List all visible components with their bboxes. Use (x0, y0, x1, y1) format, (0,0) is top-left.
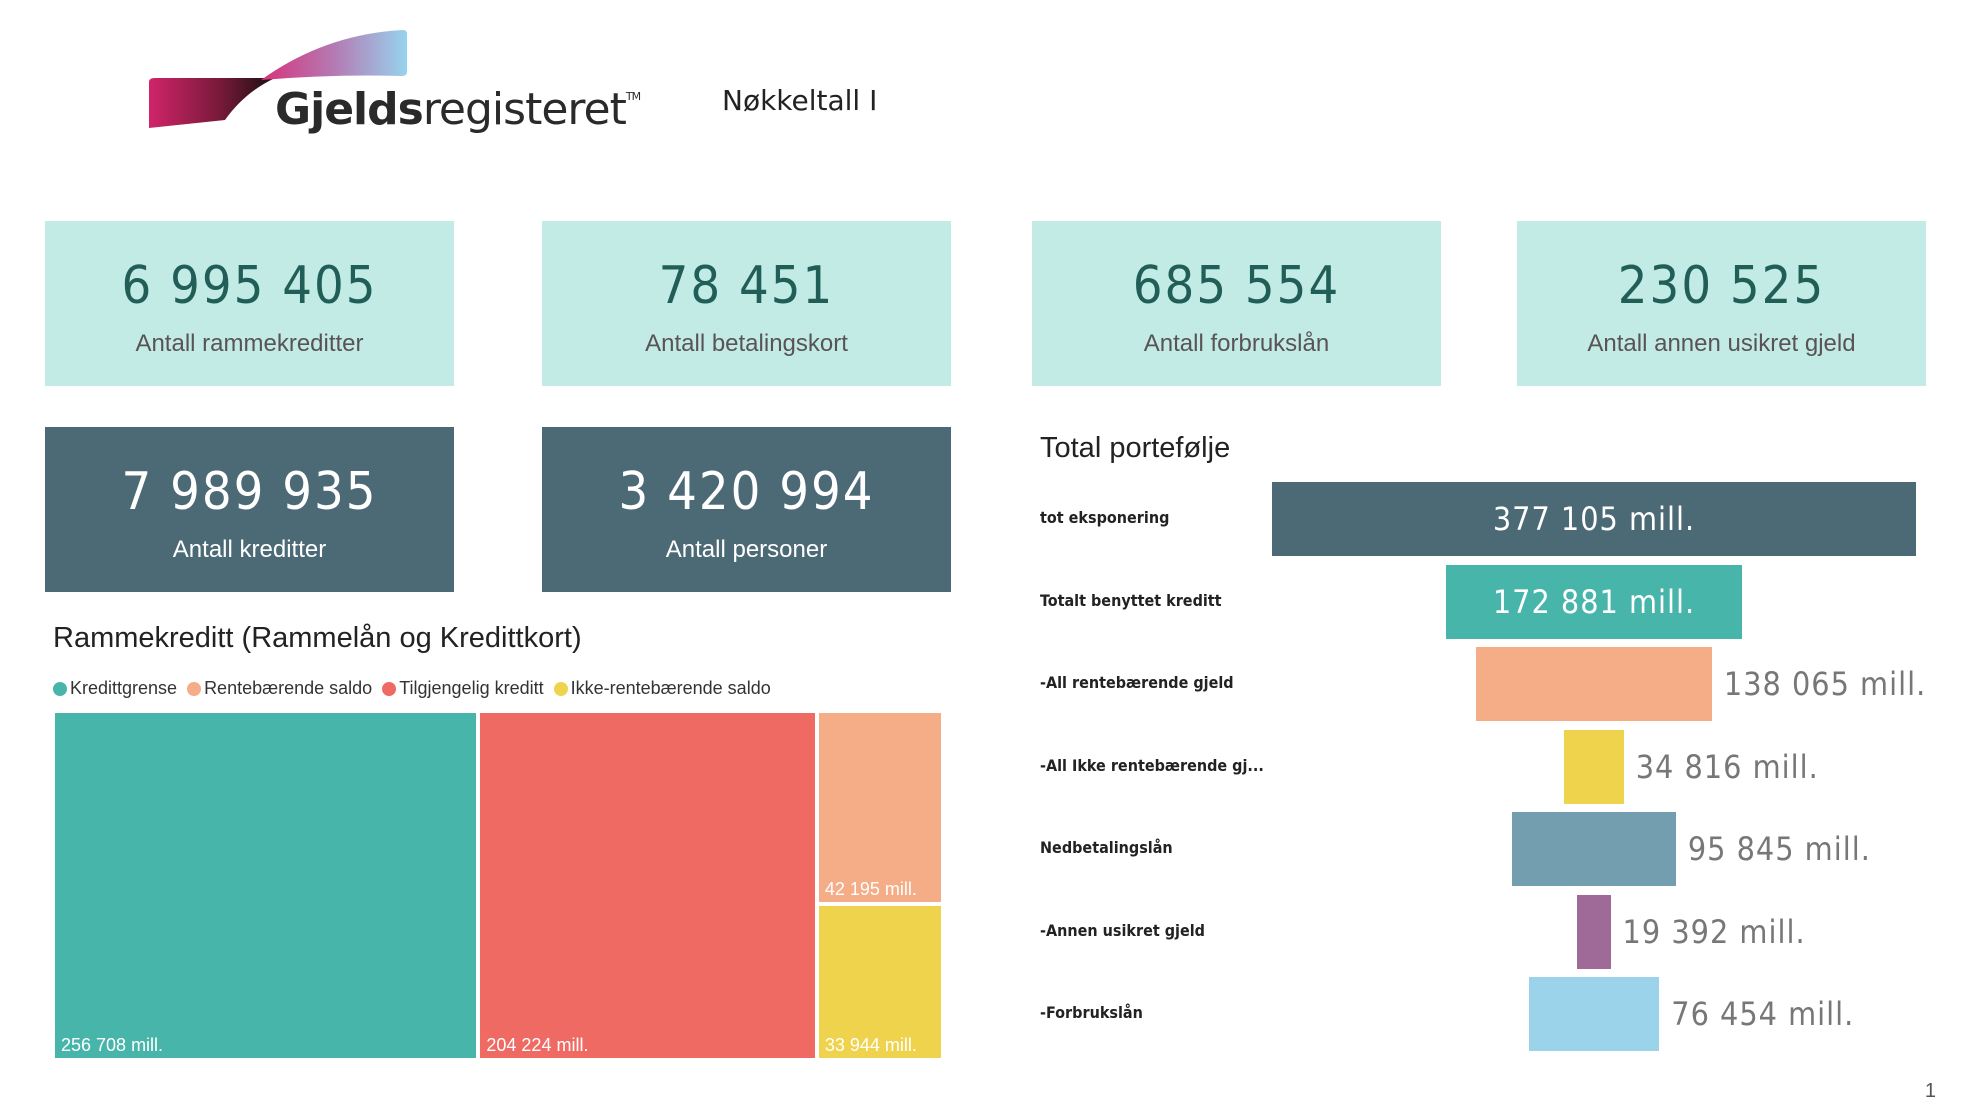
funnel-value-label: 19 392 mill. (1622, 912, 1806, 951)
kpi-card-rammekreditter: 6 995 405 Antall rammekreditter (45, 221, 454, 386)
kpi-value: 230 525 (1617, 255, 1826, 316)
treemap-tile-label: 42 195 mill. (824, 879, 917, 900)
treemap-tile-label: 256 708 mill. (61, 1035, 164, 1055)
funnel-category-label: -All Ikke rentebærende gj... (1040, 755, 1264, 775)
page-number: 1 (1924, 1080, 1936, 1102)
legend-dot-icon (553, 681, 568, 696)
legend-label: Rentebærende saldo (204, 678, 373, 698)
funnel-value-label: 172 881 mill. (1492, 582, 1696, 621)
funnel-bar[interactable] (1272, 482, 1916, 556)
funnel-category-label: -All rentebærende gjeld (1040, 673, 1234, 692)
funnel-category-label: -Annen usikret gjeld (1040, 920, 1205, 940)
funnel-bar[interactable] (1528, 977, 1660, 1051)
kpi-card-betalingskort: 78 451 Antall betalingskort (542, 221, 951, 386)
kpi-label: Antall kreditter (172, 535, 327, 563)
kpi-card-annen-usikret-gjeld: 230 525 Antall annen usikret gjeld (1517, 221, 1926, 386)
funnel-value-label: 377 105 mill. (1492, 500, 1696, 538)
legend-item[interactable]: Kredittgrense (53, 678, 177, 699)
treemap-tile-label: 33 944 mill. (824, 1034, 917, 1055)
funnel-category-label: tot eksponering (1040, 508, 1170, 527)
legend-label: Kredittgrense (70, 678, 178, 698)
treemap-tile-3[interactable]: 42 195 mill. (816, 711, 943, 905)
funnel-bar[interactable] (1446, 564, 1742, 639)
legend-label: Tilgjengelig kreditt (399, 678, 544, 698)
treemap-tile-label: 204 224 mill. (486, 1035, 589, 1055)
logo-wordmark: GjeldsregisteretTM (275, 84, 641, 135)
legend-item[interactable]: Tilgjengelig kreditt (382, 678, 544, 699)
kpi-value: 685 554 (1132, 255, 1341, 316)
funnel-bar[interactable] (1512, 812, 1676, 886)
kpi-label: Antall forbrukslån (1143, 329, 1330, 357)
funnel-bar[interactable] (1564, 729, 1624, 804)
legend-dot-icon (53, 681, 67, 696)
legend-label: Ikke-rentebærende saldo (570, 678, 771, 698)
kpi-label: Antall personer (665, 535, 828, 563)
legend-dot-icon (382, 681, 397, 696)
funnel-value-label: 138 065 mill. (1723, 665, 1927, 703)
kpi-card-kreditter: 7 989 935 Antall kreditter (45, 427, 454, 592)
gjeldsregisteret-logo: GjeldsregisteretTM (145, 28, 641, 140)
legend-dot-icon (187, 681, 202, 696)
kpi-label: Antall rammekreditter (135, 329, 364, 357)
funnel-bar[interactable] (1577, 894, 1611, 969)
funnel-title: Total portefølje (1040, 432, 1231, 464)
kpi-value: 78 451 (658, 255, 835, 316)
funnel-category-label: Totalt benyttet kreditt (1040, 590, 1222, 610)
page-title: Nøkkeltall I (722, 84, 878, 117)
kpi-value: 6 995 405 (121, 255, 378, 316)
treemap-chart: 256 708 mill. 204 224 mill. 42 195 mill. 33… (53, 711, 943, 1060)
kpi-card-forbrukslan: 685 554 Antall forbrukslån (1032, 221, 1441, 386)
funnel-bar[interactable] (1476, 647, 1712, 721)
funnel-category-label: -Forbrukslån (1040, 1003, 1143, 1022)
kpi-label: Antall annen usikret gjeld (1587, 329, 1856, 357)
logo-swoosh-icon (149, 30, 407, 128)
treemap-tile-1[interactable]: 256 708 mill. (53, 711, 479, 1060)
treemap-tile-4[interactable]: 33 944 mill. (816, 904, 943, 1060)
treemap-tile-2[interactable]: 204 224 mill. (478, 711, 817, 1060)
funnel-value-label: 95 845 mill. (1687, 830, 1871, 868)
treemap-legend: Kredittgrense Rentebærende saldo Tilgjen… (53, 678, 771, 699)
legend-item[interactable]: Rentebærende saldo (187, 678, 372, 699)
funnel-value-label: 34 816 mill. (1635, 747, 1819, 786)
funnel-category-label: Nedbetalingslån (1040, 838, 1173, 857)
kpi-value: 7 989 935 (121, 461, 378, 522)
kpi-value: 3 420 994 (618, 461, 875, 522)
kpi-label: Antall betalingskort (645, 329, 848, 357)
legend-item[interactable]: Ikke-rentebærende saldo (553, 678, 771, 699)
funnel-value-label: 76 454 mill. (1671, 995, 1855, 1033)
kpi-card-personer: 3 420 994 Antall personer (542, 427, 951, 592)
treemap-title: Rammekreditt (Rammelån og Kredittkort) (53, 622, 582, 654)
